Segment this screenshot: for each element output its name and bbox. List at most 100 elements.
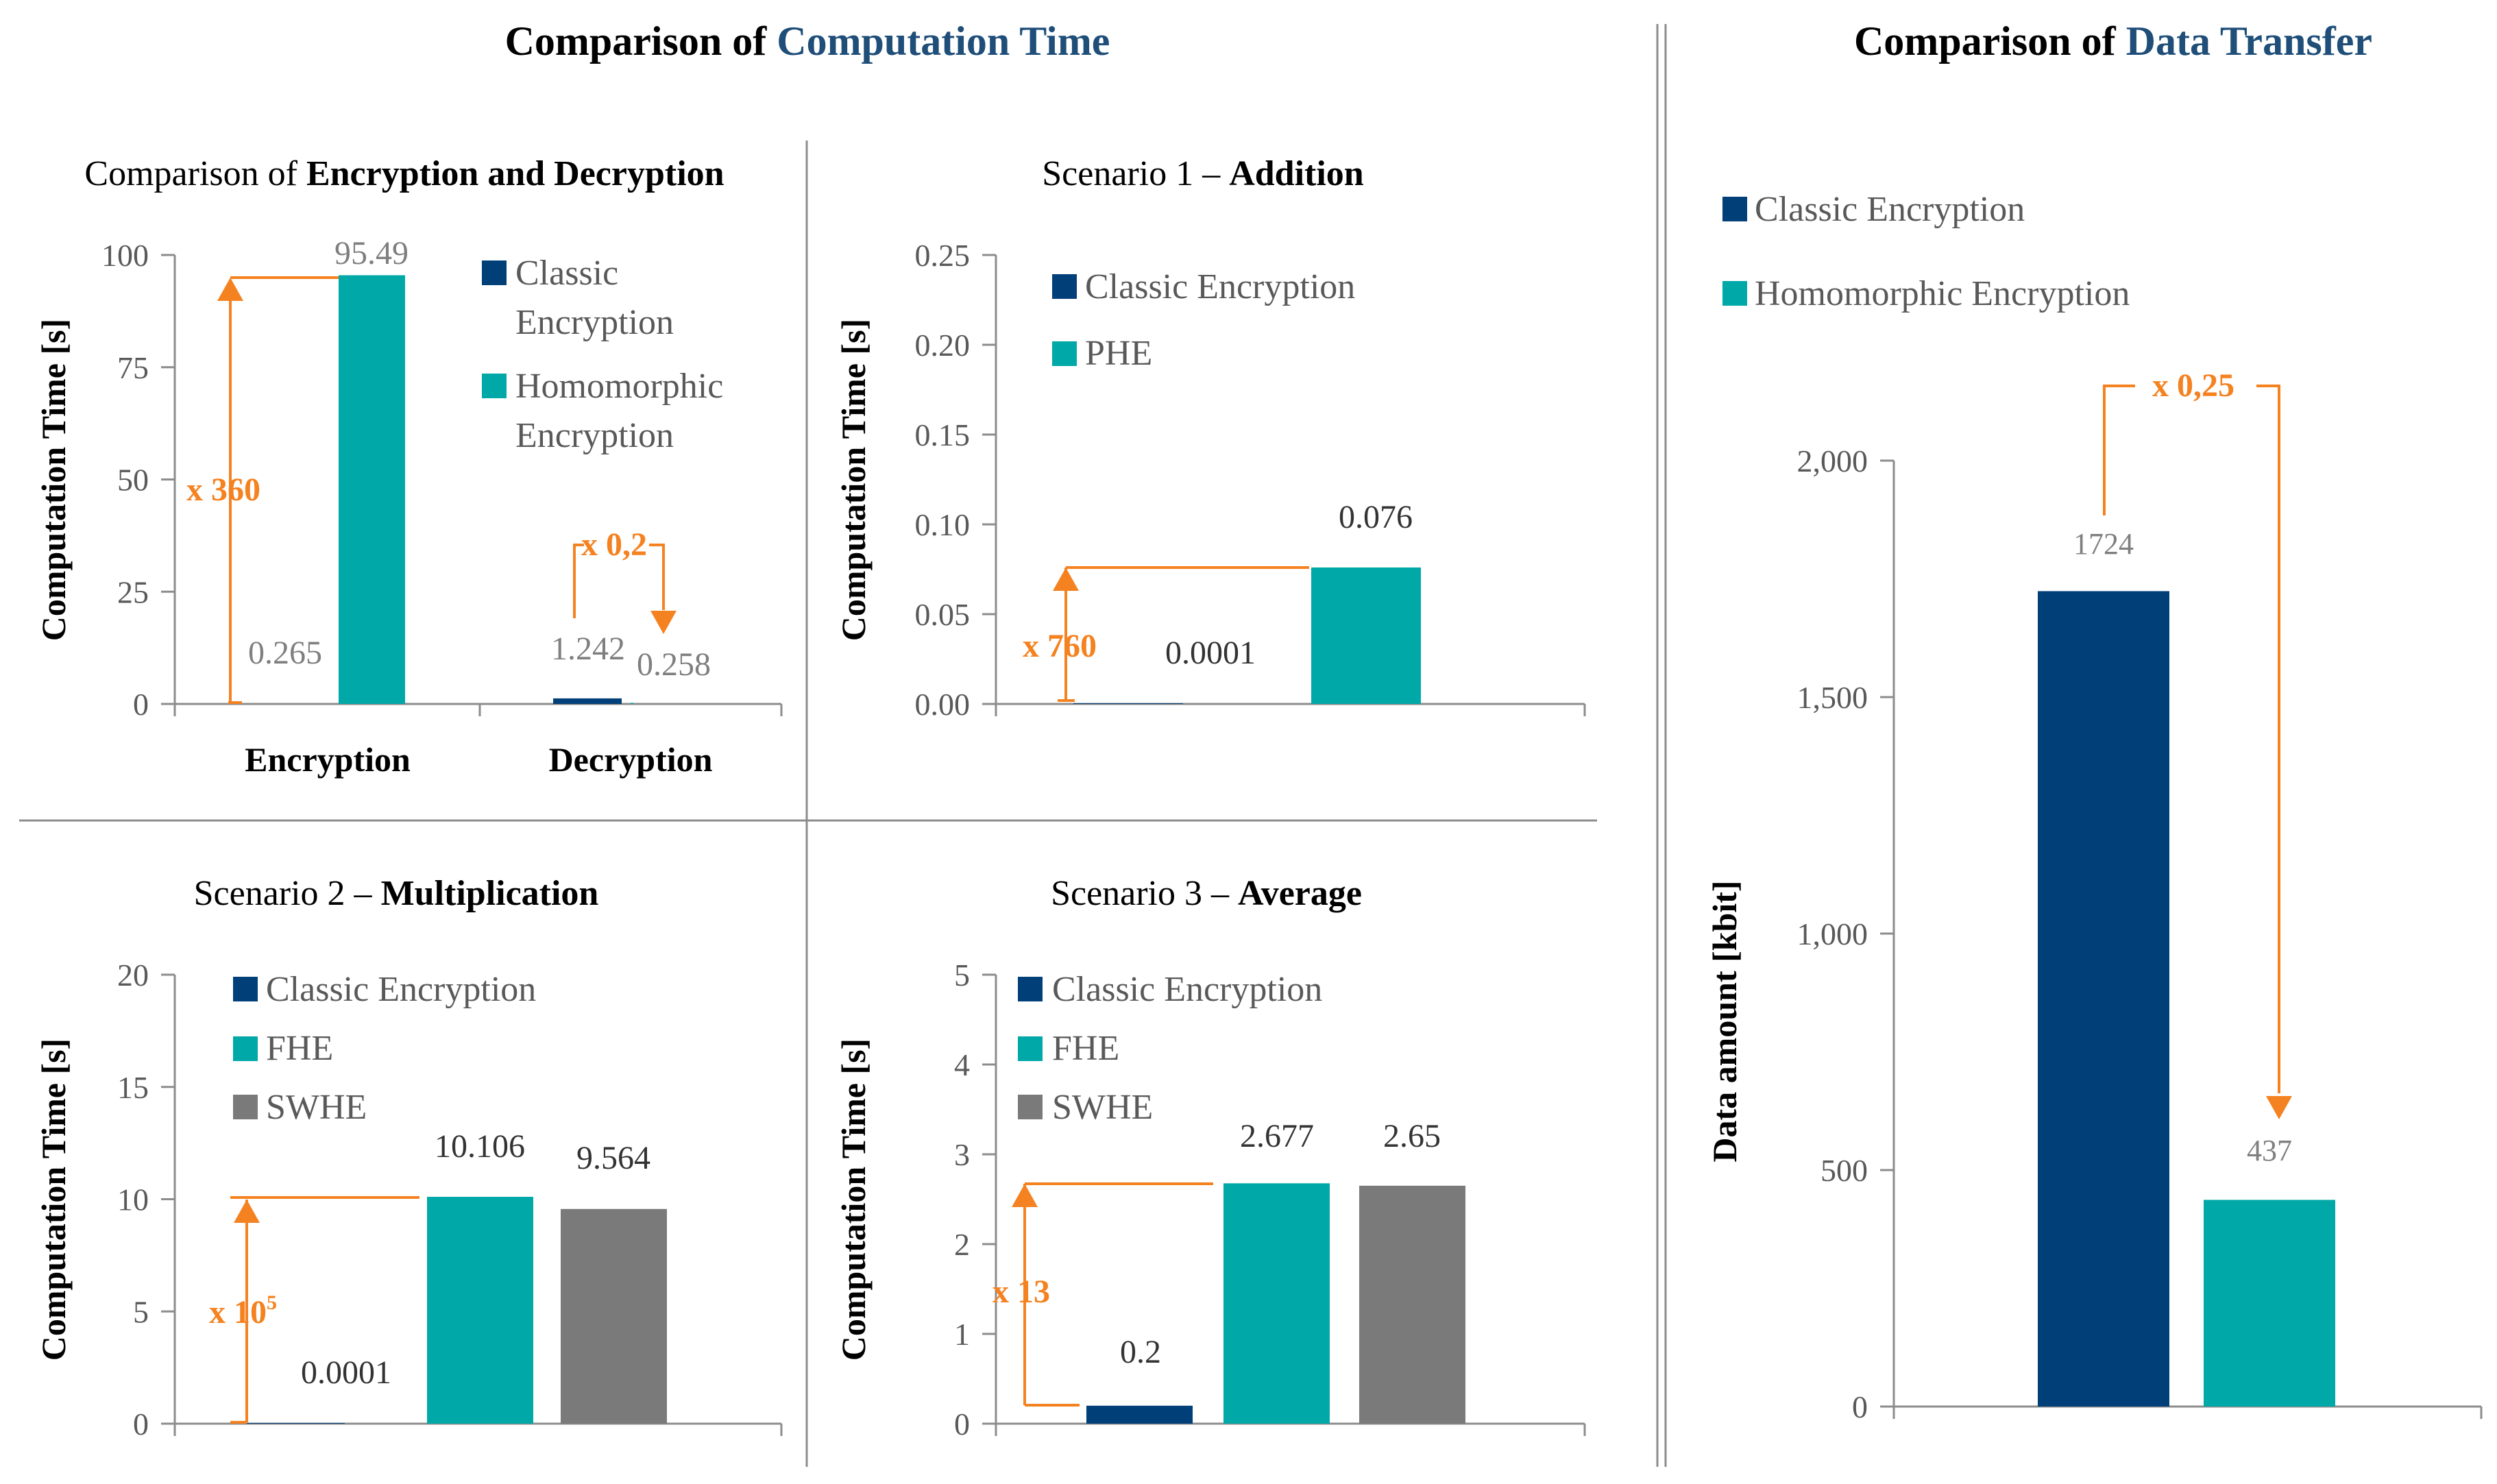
y-tick-label: 10 <box>117 1182 149 1217</box>
chart-average: Scenario 3 – Average Computation Time [s]… <box>834 874 1586 1442</box>
bar-swhe <box>1359 1185 1465 1424</box>
computation-section-title: Comparison of Computation Time <box>505 19 1110 64</box>
y-tick-label: 25 <box>117 574 149 609</box>
legend-swatch <box>1722 197 1747 221</box>
legend-label: Classic Encryption <box>1052 970 1322 1009</box>
legend-label: Classic Encryption <box>1755 190 2025 229</box>
legend-label: SWHE <box>266 1088 367 1127</box>
chart-title-prefix: Scenario 1 – <box>1042 154 1229 193</box>
data-label: 1.242 <box>551 631 625 667</box>
data-label: 0.258 <box>637 646 711 683</box>
transfer-title-highlight: Data Transfer <box>2126 19 2372 64</box>
annotation-label: x 760 <box>1023 628 1097 664</box>
y-tick-label: 100 <box>101 238 149 273</box>
transfer-section-title: Comparison of Data Transfer <box>1854 19 2372 64</box>
data-label: 0.076 <box>1339 499 1413 535</box>
y-axis-label: Computation Time [s] <box>34 1038 73 1361</box>
data-label: 2.65 <box>1383 1118 1441 1154</box>
transfer-title-prefix: Comparison of <box>1854 19 2126 64</box>
annotation-label: x 105 <box>209 1291 277 1330</box>
data-label: 95.49 <box>334 235 409 271</box>
bar-homomorphic-encryption <box>2204 1200 2335 1407</box>
y-tick-label: 2,000 <box>1797 443 1868 478</box>
chart-title-prefix: Comparison of <box>84 154 306 193</box>
legend-swatch <box>1018 1036 1043 1061</box>
data-label: 9.564 <box>576 1140 650 1176</box>
data-label: 1724 <box>2073 527 2134 561</box>
chart-title-prefix: Scenario 3 – <box>1051 874 1238 913</box>
y-tick-label: 0 <box>133 687 149 722</box>
arrow-head-up <box>1053 568 1079 591</box>
bar-fhe <box>1223 1183 1330 1424</box>
chart-multiplication: Scenario 2 – Multiplication Computation T… <box>34 874 783 1442</box>
arrow-head-up <box>1012 1184 1038 1207</box>
data-label: 10.106 <box>435 1128 525 1165</box>
bar-homomorphic-encryption <box>339 275 405 704</box>
bar-homomorphic-encryption <box>631 703 633 704</box>
y-tick-label: 20 <box>117 958 149 993</box>
arrow-head-up <box>217 278 243 301</box>
category-label: Decryption <box>549 740 713 779</box>
y-tick-label: 75 <box>117 350 149 385</box>
annotation-label: x 0,25 <box>2152 367 2234 404</box>
annotation-label: x 13 <box>992 1274 1050 1310</box>
charts-layer: Comparison of Encryption and DecryptionC… <box>34 154 2483 1442</box>
y-tick-label: 0 <box>1852 1389 1868 1424</box>
y-tick-label: 500 <box>1820 1153 1868 1188</box>
y-tick-label: 1,500 <box>1797 680 1868 715</box>
legend-label: Classic <box>515 254 618 293</box>
legend-label: Homomorphic <box>515 367 723 406</box>
annotations-layer: x 360 x 0,2 x 760 x 105 x 13 x 0,25 <box>186 276 2292 1424</box>
arrow-head-up <box>234 1200 260 1223</box>
bar-swhe <box>561 1208 667 1424</box>
y-tick-label: 15 <box>117 1070 149 1105</box>
annotation-bracket <box>573 544 584 618</box>
legend-swatch <box>1018 977 1043 1001</box>
y-tick-label: 3 <box>954 1137 970 1172</box>
annotation-bracket <box>2103 385 2135 515</box>
y-tick-label: 0.20 <box>915 328 971 363</box>
legend-swatch <box>233 1036 258 1061</box>
legend-label: Classic Encryption <box>266 970 536 1009</box>
y-axis-label: Computation Time [s] <box>834 319 873 641</box>
chart-title: Scenario 2 – Multiplication <box>194 874 599 913</box>
legend-swatch <box>482 374 507 398</box>
legend-label: FHE <box>266 1029 333 1068</box>
legend-label: FHE <box>1052 1029 1119 1068</box>
chart-title: Scenario 3 – Average <box>1051 874 1362 913</box>
legend-label: Classic Encryption <box>1085 267 1355 306</box>
annotation-superscript: 5 <box>267 1291 277 1314</box>
y-tick-label: 0 <box>954 1407 970 1442</box>
y-tick-label: 0.25 <box>915 238 971 273</box>
legend-swatch <box>233 977 258 1001</box>
annotation-bracket <box>2256 385 2280 1093</box>
legend-swatch <box>233 1095 258 1119</box>
bar-classic-encryption <box>1086 1405 1193 1424</box>
chart-transfer: Data amount [kbit] 0 500 1,000 1,500 2,000 172… <box>1705 190 2483 1424</box>
y-tick-label: 0.05 <box>915 597 971 632</box>
legend-swatch <box>1052 341 1077 366</box>
annotation-bracket <box>649 544 665 610</box>
legend-swatch <box>1722 281 1747 306</box>
y-tick-label: 5 <box>133 1294 149 1329</box>
annotation-label: x 0,2 <box>581 526 647 563</box>
bar-classic-encryption <box>553 698 622 704</box>
y-tick-label: 0.10 <box>915 507 971 542</box>
y-axis-label: Computation Time [s] <box>834 1038 873 1361</box>
legend-swatch <box>482 260 507 285</box>
data-label: 2.677 <box>1240 1118 1314 1154</box>
data-label: 437 <box>2247 1134 2292 1167</box>
chart-title-bold: Addition <box>1229 154 1364 193</box>
computation-title-highlight: Computation Time <box>777 19 1110 64</box>
legend-label: Encryption <box>515 303 674 342</box>
data-label: 0.0001 <box>301 1354 391 1391</box>
y-axis-label: Computation Time [s] <box>34 319 73 641</box>
chart-title: Comparison of Encryption and Decryption <box>84 154 724 193</box>
y-tick-label: 4 <box>954 1047 970 1082</box>
bar-classic-encryption <box>2038 591 2169 1407</box>
y-tick-label: 50 <box>117 463 149 498</box>
data-label: 0.0001 <box>1165 635 1256 671</box>
y-tick-label: 0.00 <box>915 687 971 722</box>
